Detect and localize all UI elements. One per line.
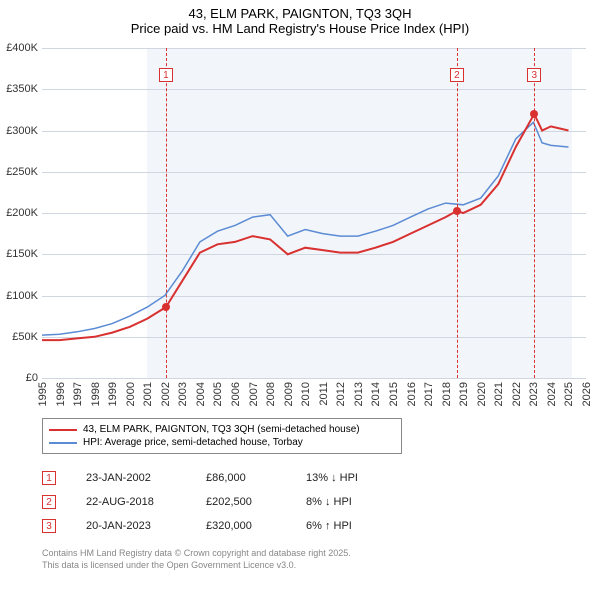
title-address: 43, ELM PARK, PAIGNTON, TQ3 3QH (0, 6, 600, 21)
legend-swatch (49, 429, 77, 431)
chart-area: £0£50K£100K£150K£200K£250K£300K£350K£400… (42, 48, 586, 378)
tx-marker: 1 (42, 471, 56, 485)
legend-label: 43, ELM PARK, PAIGNTON, TQ3 3QH (semi-de… (83, 424, 360, 435)
footer-line: This data is licensed under the Open Gov… (42, 560, 351, 572)
legend-label: HPI: Average price, semi-detached house,… (83, 437, 303, 448)
table-row: 2 22-AUG-2018 £202,500 8% ↓ HPI (42, 490, 386, 514)
legend-swatch (49, 442, 77, 444)
tx-price: £320,000 (206, 520, 276, 532)
tx-price: £202,500 (206, 496, 276, 508)
tx-pct: 8% ↓ HPI (306, 496, 386, 508)
tx-price: £86,000 (206, 472, 276, 484)
legend-item: 43, ELM PARK, PAIGNTON, TQ3 3QH (semi-de… (49, 423, 395, 436)
transaction-table: 1 23-JAN-2002 £86,000 13% ↓ HPI 2 22-AUG… (42, 466, 386, 538)
chart-svg (42, 48, 586, 378)
tx-marker: 3 (42, 519, 56, 533)
footer-attribution: Contains HM Land Registry data © Crown c… (42, 548, 351, 571)
footer-line: Contains HM Land Registry data © Crown c… (42, 548, 351, 560)
chart-titles: 43, ELM PARK, PAIGNTON, TQ3 3QH Price pa… (0, 0, 600, 38)
legend-item: HPI: Average price, semi-detached house,… (49, 436, 395, 449)
table-row: 3 20-JAN-2023 £320,000 6% ↑ HPI (42, 514, 386, 538)
tx-date: 20-JAN-2023 (86, 520, 176, 532)
tx-date: 23-JAN-2002 (86, 472, 176, 484)
title-subtitle: Price paid vs. HM Land Registry's House … (0, 21, 600, 36)
tx-date: 22-AUG-2018 (86, 496, 176, 508)
tx-pct: 6% ↑ HPI (306, 520, 386, 532)
tx-marker: 2 (42, 495, 56, 509)
tx-pct: 13% ↓ HPI (306, 472, 386, 484)
table-row: 1 23-JAN-2002 £86,000 13% ↓ HPI (42, 466, 386, 490)
legend: 43, ELM PARK, PAIGNTON, TQ3 3QH (semi-de… (42, 418, 402, 454)
